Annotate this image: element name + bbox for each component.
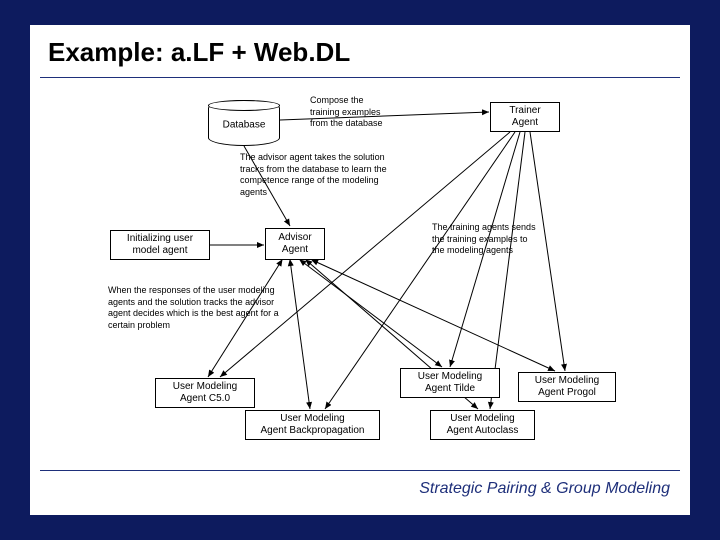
node-umauto: User ModelingAgent Autoclass [430, 410, 535, 440]
slide-title: Example: a.LF + Web.DL [48, 37, 350, 68]
node-label: Database [209, 120, 279, 131]
edge-4 [290, 260, 310, 409]
node-advisor: AdvisorAgent [265, 228, 325, 260]
slide: Example: a.LF + Web.DL Database TrainerAg… [30, 25, 690, 515]
edge-7 [312, 260, 555, 371]
diagram-canvas: Database TrainerAgent Initializing usermod… [100, 90, 620, 460]
node-umc5: User ModelingAgent C5.0 [155, 378, 255, 408]
caption-1: The advisor agent takes the solutiontrac… [240, 152, 460, 199]
node-umbp: User ModelingAgent Backpropagation [245, 410, 380, 440]
caption-2: The training agents sendsthe training ex… [432, 222, 612, 257]
node-init: Initializing usermodel agent [110, 230, 210, 260]
caption-0: Compose thetraining examplesfrom the dat… [310, 95, 470, 130]
title-rule [40, 77, 680, 78]
node-trainer: TrainerAgent [490, 102, 560, 132]
footer-text: Strategic Pairing & Group Modeling [419, 480, 670, 498]
node-umprogol: User ModelingAgent Progol [518, 372, 616, 402]
node-database: Database [208, 100, 280, 146]
footer-rule [40, 470, 680, 471]
node-umtilde: User ModelingAgent Tilde [400, 368, 500, 398]
caption-3: When the responses of the user modelinga… [108, 285, 333, 332]
